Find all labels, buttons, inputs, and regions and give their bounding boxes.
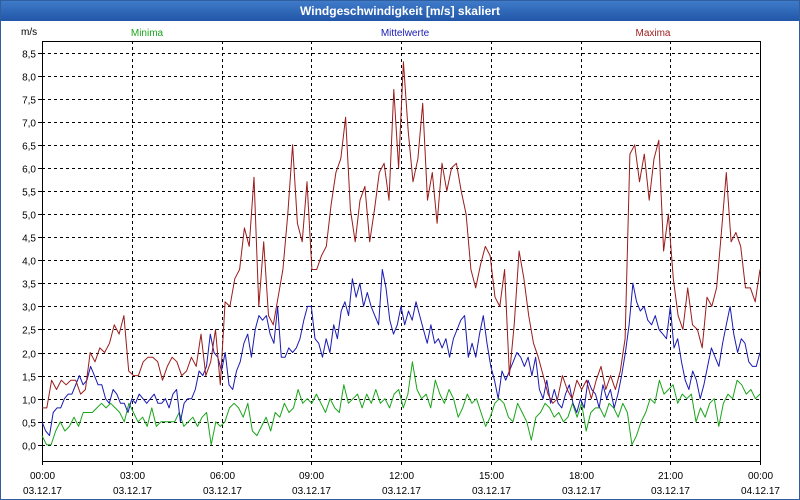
y-tick-label: 3,0 [22, 303, 36, 314]
y-tick-label: 4,0 [22, 257, 36, 268]
axes: 0,0 0,5 1,0 1,5 2,0 2,5 3,0 3,5 4,0 4,5 5,0 5,5 6,0 6… [21, 27, 780, 497]
x-tick-date-label: 04.12.17 [741, 486, 780, 497]
x-tick-time-label: 00:00 [748, 471, 773, 482]
grid [42, 41, 760, 461]
y-tick-label: 0,0 [22, 442, 36, 453]
y-tick-label: 5,5 [22, 188, 36, 199]
plot-frame [42, 41, 761, 462]
x-tick-date-label: 03.12.17 [292, 486, 331, 497]
x-tick-time-label: 15:00 [479, 471, 504, 482]
y-tick-label: 4,5 [22, 234, 36, 245]
x-tick-date-label: 03.12.17 [562, 486, 601, 497]
x-tick-time-label: 09:00 [299, 471, 324, 482]
x-tick-date-label: 03.12.17 [651, 486, 690, 497]
x-tick-date-label: 03.12.17 [472, 486, 511, 497]
y-tick-label: 2,5 [22, 326, 36, 337]
x-tick-time-label: 12:00 [389, 471, 414, 482]
series-line-mittelwerte [41, 269, 761, 437]
y-tick-label: 5,0 [22, 211, 36, 222]
x-tick-date-label: 03.12.17 [203, 486, 242, 497]
x-tick-date-label: 03.12.17 [113, 486, 152, 497]
x-tick-time-label: 06:00 [210, 471, 235, 482]
y-axis-label: m/s [21, 27, 37, 38]
y-tick-label: 6,5 [22, 142, 36, 153]
plot-area [41, 61, 761, 446]
y-tick-label: 7,5 [22, 96, 36, 107]
legend-item-maxima: Maxima [635, 28, 670, 39]
legend-item-mittelwerte: Mittelwerte [381, 28, 430, 39]
legend-item-minima: Minima [131, 28, 164, 39]
y-tick-label: 0,5 [22, 419, 36, 430]
y-tick-label: 1,5 [22, 373, 36, 384]
wind-speed-chart: 0,0 0,5 1,0 1,5 2,0 2,5 3,0 3,5 4,0 4,5 5,0 5,5 6,0 6… [21, 27, 780, 497]
y-tick-label: 8,0 [22, 73, 36, 84]
x-tick-date-label: 03.12.17 [23, 486, 62, 497]
x-tick-time-label: 18:00 [569, 471, 594, 482]
y-tick-label: 7,0 [22, 119, 36, 130]
legend: Minima Mittelwerte Maxima [131, 28, 671, 39]
y-tick-label: 3,5 [22, 280, 36, 291]
window-title-bar: Windgeschwindigkeit [m/s] skaliert [1, 1, 799, 21]
y-tick-label: 6,0 [22, 165, 36, 176]
y-tick-label: 1,0 [22, 396, 36, 407]
x-tick-time-label: 21:00 [658, 471, 683, 482]
series-line-minima [41, 361, 761, 446]
x-tick-date-label: 03.12.17 [382, 486, 421, 497]
y-tick-label: 2,0 [22, 350, 36, 361]
x-tick-time-label: 00:00 [30, 471, 55, 482]
x-tick-time-label: 03:00 [120, 471, 145, 482]
series-line-maxima [42, 61, 761, 409]
y-tick-label: 8,5 [22, 50, 36, 61]
